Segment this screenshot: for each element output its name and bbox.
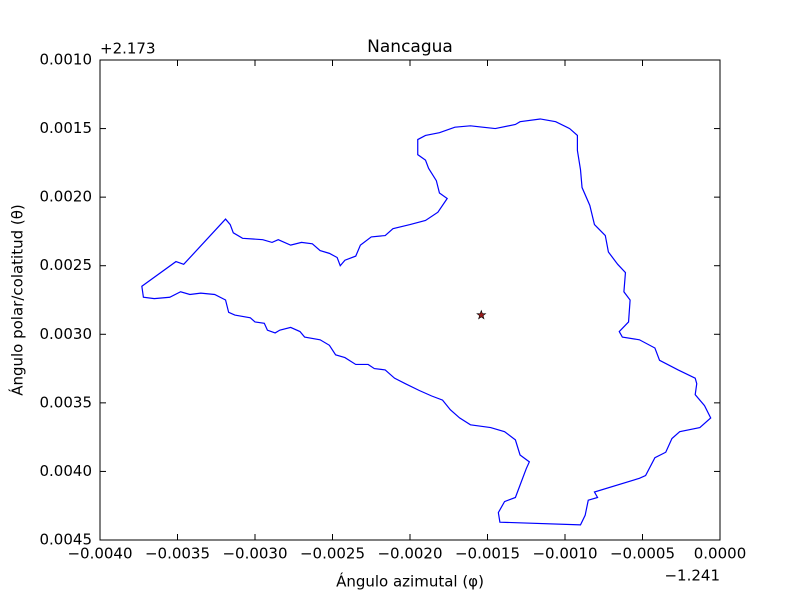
x-tick-label: −0.0025 xyxy=(300,545,365,563)
y-tick-label: 0.0010 xyxy=(40,51,93,69)
y-tick-label: 0.0030 xyxy=(40,325,93,343)
y-tick-label: 0.0040 xyxy=(40,462,93,480)
y-tick-label: 0.0025 xyxy=(40,256,93,274)
x-tick-label: −0.0010 xyxy=(532,545,597,563)
outline xyxy=(141,118,712,526)
x-axis-label: Ángulo azimutal (φ) xyxy=(336,572,484,591)
y-tick-label: 0.0045 xyxy=(40,531,93,549)
x-tick-label: −0.0005 xyxy=(610,545,675,563)
plot-frame xyxy=(99,59,721,541)
x-tick-label: −0.0015 xyxy=(455,545,520,563)
x-tick-label: 0.0000 xyxy=(694,545,747,563)
x-tick-label: −0.0040 xyxy=(67,545,132,563)
y-tick-label: 0.0020 xyxy=(40,188,93,206)
x-offset: −1.241 xyxy=(664,567,720,585)
x-tick-label: −0.0035 xyxy=(145,545,210,563)
y-tick-label: 0.0015 xyxy=(40,119,93,137)
x-tick-label: −0.0020 xyxy=(377,545,442,563)
y-axis-label: Ángulo polar/colatitud (θ) xyxy=(8,204,27,396)
center-marker xyxy=(476,309,487,320)
x-tick-label: −0.0030 xyxy=(222,545,287,563)
chart-title: Nancagua xyxy=(367,37,453,57)
y-offset: +2.173 xyxy=(100,40,156,58)
y-tick-label: 0.0035 xyxy=(40,393,93,411)
